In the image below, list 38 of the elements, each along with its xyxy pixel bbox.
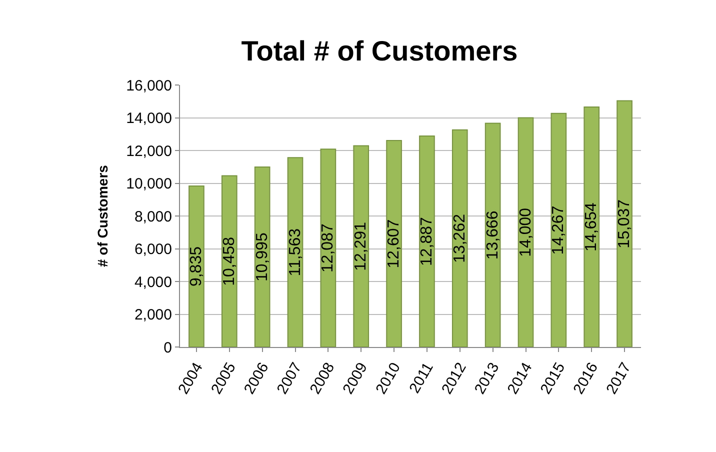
y-tick-label: 0: [164, 339, 172, 356]
data-label: 12,291: [352, 222, 370, 271]
bar: [550, 112, 567, 347]
y-tick-label: 14,000: [126, 110, 172, 127]
data-label: 12,887: [418, 216, 436, 266]
data-label: 14,654: [583, 202, 600, 252]
bar: [320, 148, 336, 347]
y-tick-label: 8,000: [134, 208, 172, 226]
bar: [518, 117, 534, 347]
y-tick-label: 2,000: [134, 306, 172, 324]
data-label: 13,666: [484, 210, 502, 260]
y-tick-label: 4,000: [134, 274, 172, 291]
bar: [188, 185, 204, 347]
y-axis-title: # of Customers: [94, 164, 111, 267]
chart-title: Total # of Customers: [241, 35, 518, 66]
bar: [386, 140, 402, 347]
bar: [353, 145, 370, 347]
data-label: 10,995: [254, 232, 271, 282]
y-tick-label: 6,000: [134, 241, 172, 258]
y-tick-label: 12,000: [126, 142, 172, 160]
bar: [584, 106, 600, 347]
bar: [484, 122, 501, 347]
data-label: 11,563: [286, 228, 304, 276]
data-label: 12,087: [320, 224, 337, 273]
bar: [221, 175, 238, 347]
data-label: 13,262: [451, 214, 468, 263]
data-label: 10,458: [220, 236, 238, 286]
data-label: 14,000: [517, 208, 534, 257]
y-tick-label: 10,000: [126, 176, 172, 192]
y-tick-label: 16,000: [126, 77, 172, 94]
data-label: 14,267: [550, 206, 568, 255]
bar: [616, 100, 632, 347]
bar: [419, 135, 435, 347]
data-label: 9,835: [188, 246, 205, 287]
bar: [287, 157, 304, 347]
data-label: 15,037: [616, 199, 634, 248]
bar: [452, 129, 468, 347]
data-label: 12,607: [386, 219, 403, 268]
